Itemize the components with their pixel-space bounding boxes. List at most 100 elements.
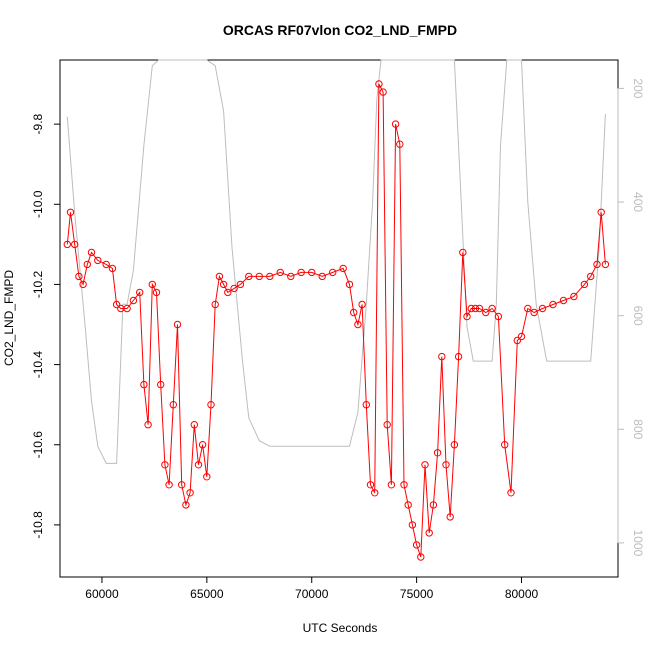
data-point bbox=[66, 208, 75, 217]
altitude-line bbox=[66, 59, 606, 464]
data-point bbox=[350, 308, 358, 317]
data-point bbox=[178, 481, 186, 489]
data-point bbox=[488, 304, 496, 313]
data-point bbox=[530, 308, 538, 317]
data-point bbox=[173, 320, 182, 329]
data-point bbox=[255, 272, 263, 281]
data-point bbox=[425, 529, 433, 537]
data-point bbox=[345, 280, 354, 289]
data-point bbox=[94, 256, 102, 265]
data-point bbox=[597, 208, 605, 217]
data-point bbox=[63, 240, 72, 249]
data-point bbox=[71, 240, 79, 249]
data-point bbox=[446, 513, 454, 521]
y2-tick-label: 200 bbox=[631, 78, 645, 98]
y2-tick-label: 600 bbox=[631, 306, 645, 326]
data-point bbox=[391, 120, 400, 128]
y-tick-label: -9.8 bbox=[31, 113, 45, 134]
data-point bbox=[207, 401, 215, 409]
data-point bbox=[152, 288, 161, 297]
data-point bbox=[144, 421, 152, 429]
x-tick-label: 70000 bbox=[295, 587, 329, 601]
data-point bbox=[587, 272, 595, 281]
data-point bbox=[494, 312, 503, 321]
data-point bbox=[593, 260, 601, 269]
data-point bbox=[459, 248, 467, 257]
y2-axis: 200 400 600 800 1000 bbox=[617, 78, 645, 557]
data-point bbox=[438, 352, 446, 361]
chart-title: ORCAS RF07vlon CO2_LND_FMPD bbox=[223, 22, 457, 38]
data-point bbox=[375, 80, 383, 88]
data-point bbox=[129, 296, 138, 305]
y-tick-label: -10.8 bbox=[31, 511, 45, 539]
data-point bbox=[454, 352, 463, 361]
data-point bbox=[182, 501, 190, 509]
data-point bbox=[366, 481, 375, 489]
data-point bbox=[513, 336, 521, 345]
data-point bbox=[421, 461, 429, 469]
data-point bbox=[339, 264, 347, 273]
y-tick-label: -10.2 bbox=[31, 270, 45, 298]
data-point bbox=[190, 421, 199, 429]
data-point bbox=[148, 280, 157, 289]
plot-frame bbox=[59, 59, 619, 578]
y2-tick-label: 400 bbox=[631, 192, 645, 212]
y2-tick-label: 800 bbox=[631, 419, 645, 439]
data-point bbox=[442, 461, 450, 469]
data-point bbox=[559, 296, 568, 305]
y-tick-label: -10.4 bbox=[31, 351, 45, 379]
series-connector-line bbox=[66, 83, 606, 558]
data-point bbox=[379, 88, 387, 96]
data-point bbox=[308, 268, 316, 277]
data-point bbox=[165, 481, 173, 489]
y-tick-label: -10.6 bbox=[31, 431, 45, 459]
data-point bbox=[404, 501, 412, 509]
data-point bbox=[501, 441, 509, 449]
data-point bbox=[83, 260, 92, 269]
data-point bbox=[236, 280, 245, 289]
data-point bbox=[161, 461, 169, 469]
data-point bbox=[108, 264, 117, 273]
data-point bbox=[524, 304, 532, 313]
altitude-line-layer bbox=[66, 59, 606, 464]
y2-tick-label: 1000 bbox=[631, 530, 645, 557]
data-point bbox=[276, 268, 284, 277]
data-point bbox=[136, 288, 144, 297]
data-point bbox=[580, 280, 589, 289]
data-point bbox=[429, 501, 438, 509]
data-point bbox=[123, 304, 131, 313]
y-tick-label: -10.0 bbox=[31, 190, 45, 218]
data-point bbox=[507, 489, 515, 497]
data-point bbox=[371, 489, 379, 497]
data-point bbox=[157, 380, 165, 389]
x-axis-label: UTC Seconds bbox=[303, 621, 378, 635]
x-axis: 60000 65000 70000 75000 80000 bbox=[85, 576, 539, 601]
data-point bbox=[475, 304, 484, 313]
x-tick-label: 80000 bbox=[505, 587, 539, 601]
data-point bbox=[194, 461, 203, 469]
data-point bbox=[245, 272, 253, 281]
x-tick-label: 60000 bbox=[85, 587, 119, 601]
data-point bbox=[482, 308, 490, 317]
data-point bbox=[102, 260, 110, 269]
data-point bbox=[450, 441, 459, 449]
data-point bbox=[318, 272, 326, 281]
data-point bbox=[87, 248, 96, 257]
data-point bbox=[400, 481, 408, 489]
data-point bbox=[215, 272, 224, 281]
data-point bbox=[433, 449, 442, 457]
data-point bbox=[211, 300, 219, 309]
y-axis: -10.8 -10.6 -10.4 -10.2 -10.0 -9.8 bbox=[31, 113, 61, 539]
data-point bbox=[517, 332, 526, 341]
data-point bbox=[408, 521, 417, 529]
data-point bbox=[219, 280, 228, 289]
data-point bbox=[354, 320, 362, 329]
data-point bbox=[266, 272, 274, 281]
data-point bbox=[297, 268, 305, 277]
data-point bbox=[112, 300, 121, 309]
data-point bbox=[224, 288, 232, 297]
data-point bbox=[538, 304, 547, 313]
data-point bbox=[467, 304, 475, 313]
y-axis-label: CO2_LND_FMPD bbox=[2, 270, 16, 366]
